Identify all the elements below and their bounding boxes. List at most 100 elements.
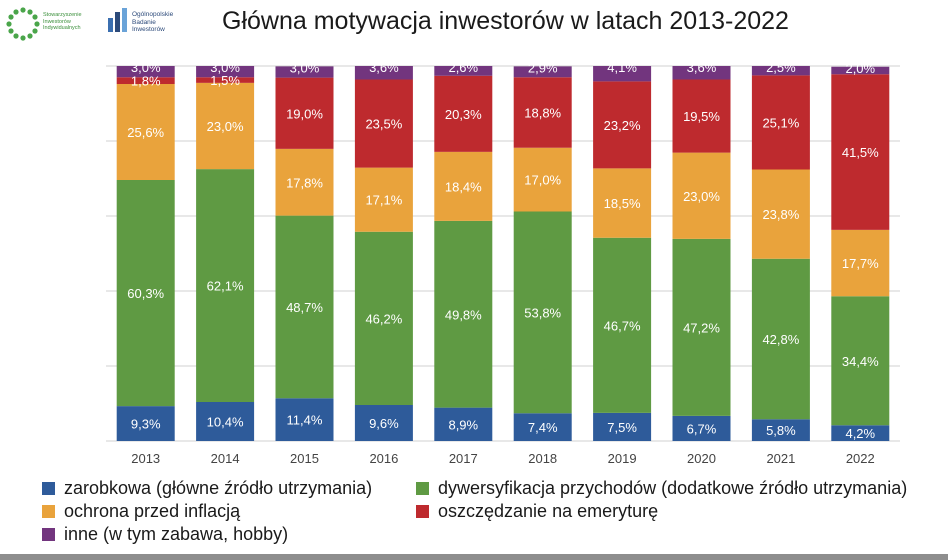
data-label-inflacja-2019: 18,5% [604,196,641,211]
data-label-emerytura-2014: 1,5% [210,73,240,88]
legend-item-dywersyfikacja: dywersyfikacja przychodów (dodatkowe źró… [416,478,907,498]
data-label-dywersyfikacja-2022: 34,4% [842,354,879,369]
data-label-zarobkowa-2022: 4,2% [845,426,875,441]
data-label-emerytura-2022: 41,5% [842,145,879,160]
bar-inflacja-2019 [593,168,652,238]
bar-inne-2019 [593,66,652,82]
logo-obi-line-3: Inwestorów [132,26,165,33]
bar-zarobkowa-2014 [196,402,255,441]
bar-dywersyfikacja-2022 [831,296,890,426]
bar-inne-2016 [354,66,413,80]
bar-emerytura-2018 [513,77,572,148]
data-label-dywersyfikacja-2014: 62,1% [207,279,244,294]
legend-swatch-zarobkowa [42,481,55,495]
data-label-inflacja-2021: 23,8% [762,207,799,222]
bar-emerytura-2017 [434,75,493,152]
logo-obi-line-1: Ogólnopolskie [132,11,174,18]
data-label-inne-2015: 3,0% [290,60,320,75]
logo-sii-line-3: Indywidualnych [43,25,81,31]
legend-label-inne: inne (w tym zabawa, hobby) [64,523,289,544]
data-label-zarobkowa-2019: 7,5% [607,420,637,435]
logo-sii-line-2: Inwestorów [43,18,71,25]
data-label-emerytura-2020: 19,5% [683,109,720,124]
data-label-zarobkowa-2013: 9,3% [131,417,161,432]
data-label-inne-2019: 4,1% [607,60,637,75]
legend-item-inflacja: ochrona przed inflacją [42,501,240,521]
data-label-dywersyfikacja-2013: 60,3% [127,286,164,301]
bar-emerytura-2021 [751,75,810,170]
bar-inflacja-2013 [116,84,175,180]
x-tick-label-2018: 2018 [528,451,557,466]
legend-label-zarobkowa: zarobkowa (główne źródło utrzymania) [64,477,373,498]
x-tick-label-2021: 2021 [766,451,795,466]
x-tick-labels: 2013 2014 2015 2016 2017 2018 2019 2020 2021 2022 [131,451,875,466]
bar-emerytura-2019 [593,81,652,169]
x-tick-label-2014: 2014 [211,451,240,466]
data-label-inflacja-2016: 17,1% [365,193,402,208]
data-label-dywersyfikacja-2021: 42,8% [762,332,799,347]
x-tick-label-2019: 2019 [608,451,637,466]
data-label-zarobkowa-2020: 6,7% [687,421,717,436]
data-label-inflacja-2014: 23,0% [207,119,244,134]
bars [116,66,890,441]
logo-sii-line-1: Stowarzyszenie [43,12,82,18]
legend-item-zarobkowa: zarobkowa (główne źródło utrzymania) [42,478,372,498]
bar-zarobkowa-2018 [513,413,572,441]
footer-bar [0,554,948,560]
data-label-emerytura-2015: 19,0% [286,106,323,121]
bar-dywersyfikacja-2018 [513,211,572,414]
legend-label-emerytura: oszczędzanie na emeryturę [438,500,659,521]
bar-inne-2017 [434,66,493,76]
bar-inne-2018 [513,66,572,78]
legend-item-inne: inne (w tym zabawa, hobby) [42,524,288,544]
legend-label-inflacja: ochrona przed inflacją [64,500,241,521]
legend-swatch-inflacja [42,504,55,518]
data-label-dywersyfikacja-2018: 53,8% [524,305,561,320]
bar-emerytura-2020 [672,79,731,153]
bar-inflacja-2016 [354,167,413,232]
bar-emerytura-2013 [116,77,175,84]
chart-title: Główna motywacja inwestorów w latach 201… [222,7,789,35]
stacked-bar-chart: 9,3%60,3%25,6%1,8%3,0%10,4%62,1%23,0%1,5… [106,60,900,466]
logo-obi-text: Ogólnopolskie Badanie Inwestorów [132,11,173,34]
data-label-zarobkowa-2016: 9,6% [369,416,399,431]
legend-swatch-inne [42,527,55,541]
bar-zarobkowa-2019 [593,412,652,441]
x-tick-label-2022: 2022 [846,451,875,466]
data-label-inne-2014: 3,0% [210,60,240,75]
bar-inflacja-2014 [196,82,255,170]
bar-emerytura-2016 [354,79,413,168]
data-label-inne-2016: 3,6% [369,60,399,75]
bar-dywersyfikacja-2016 [354,231,413,405]
logo-obi: Ogólnopolskie Badanie Inwestorów [108,6,218,42]
data-labels: 9,3%60,3%25,6%1,8%3,0%10,4%62,1%23,0%1,5… [127,60,879,441]
data-label-emerytura-2021: 25,1% [762,115,799,130]
x-tick-label-2015: 2015 [290,451,319,466]
x-tick-label-2016: 2016 [369,451,398,466]
bar-inne-2013 [116,66,175,78]
bar-dywersyfikacja-2019 [593,237,652,413]
x-tick-label-2020: 2020 [687,451,716,466]
bar-dywersyfikacja-2015 [275,215,334,399]
data-label-emerytura-2013: 1,8% [131,74,161,89]
bar-emerytura-2022 [831,74,890,230]
bar-emerytura-2014 [196,77,255,83]
data-label-zarobkowa-2018: 7,4% [528,420,558,435]
bar-zarobkowa-2021 [751,419,810,441]
chart-legend: zarobkowa (główne źródło utrzymania) dyw… [42,478,942,548]
bar-inne-2014 [196,66,255,78]
bar-dywersyfikacja-2013 [116,180,175,407]
bar-zarobkowa-2015 [275,398,334,441]
data-label-zarobkowa-2021: 5,8% [766,423,796,438]
data-label-inflacja-2022: 17,7% [842,256,879,271]
data-label-inflacja-2017: 18,4% [445,179,482,194]
data-label-inne-2013: 3,0% [131,60,161,75]
bar-dywersyfikacja-2021 [751,258,810,420]
data-label-inne-2018: 2,9% [528,60,558,75]
bar-inne-2020 [672,66,731,80]
data-label-dywersyfikacja-2020: 47,2% [683,320,720,335]
data-label-inflacja-2015: 17,8% [286,175,323,190]
data-label-zarobkowa-2014: 10,4% [207,415,244,430]
data-label-inflacja-2013: 25,6% [127,125,164,140]
data-label-inflacja-2018: 17,0% [524,173,561,188]
